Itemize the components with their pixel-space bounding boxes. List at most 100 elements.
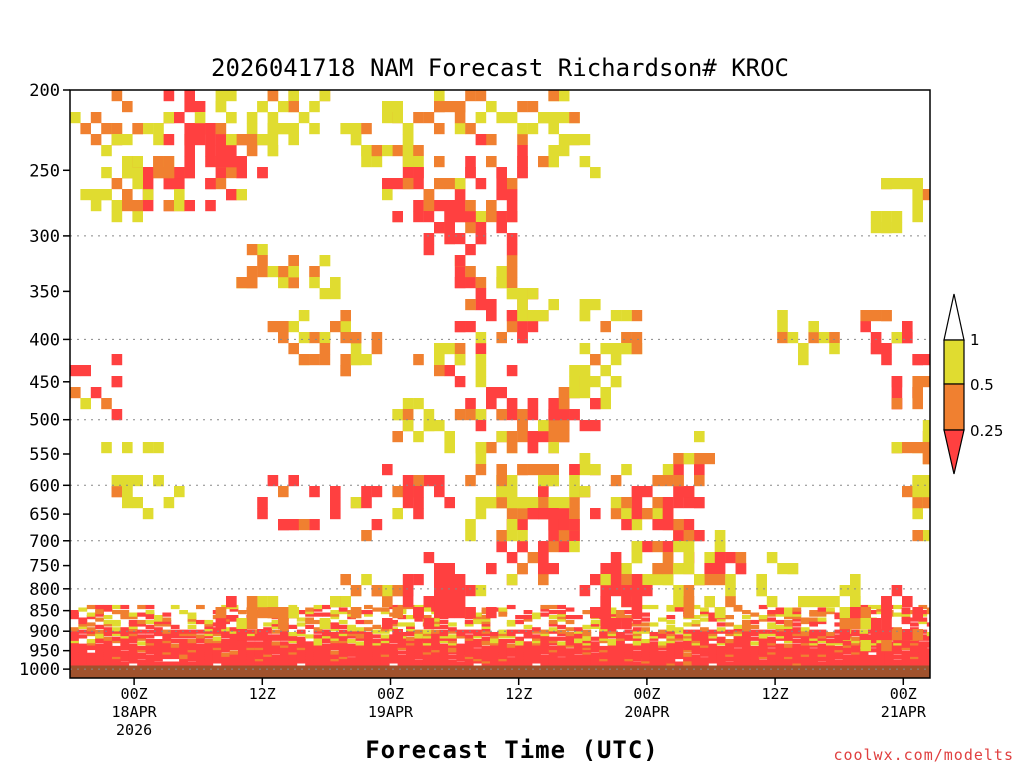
data-cell [798, 343, 809, 355]
data-cell [355, 634, 365, 639]
data-cell [716, 650, 726, 655]
data-cell [322, 650, 331, 655]
data-cell [122, 497, 133, 509]
data-cell [296, 652, 306, 657]
data-cell [347, 624, 356, 629]
data-cell [280, 650, 289, 655]
data-cell [506, 652, 516, 657]
data-cell [330, 659, 340, 664]
data-cell [153, 156, 164, 168]
data-cell [506, 365, 518, 377]
data-cell [800, 648, 810, 653]
data-cell [475, 442, 487, 454]
data-cell [881, 343, 892, 355]
data-cell [263, 645, 272, 651]
data-cell [380, 610, 390, 615]
data-cell [868, 661, 877, 666]
data-cell [700, 659, 709, 664]
data-cell [486, 398, 497, 410]
data-cell [490, 643, 499, 648]
data-cell [527, 508, 539, 520]
data-cell [708, 650, 718, 655]
data-cell [319, 343, 331, 355]
data-cell [851, 641, 860, 646]
data-cell [775, 654, 785, 660]
data-cell [641, 645, 650, 651]
data-cell [212, 652, 222, 657]
data-cell [475, 420, 487, 432]
x-tick-label: 12Z [762, 685, 789, 703]
data-cell [758, 641, 768, 646]
data-cell [918, 654, 928, 660]
data-cell [926, 634, 930, 639]
data-cell [515, 652, 524, 657]
data-cell [700, 650, 709, 655]
data-cell [372, 661, 382, 666]
data-cell [132, 156, 143, 168]
data-cell [475, 233, 487, 245]
data-cell [473, 648, 482, 653]
data-cell [714, 574, 726, 586]
data-cell [454, 112, 466, 124]
data-cell [70, 639, 79, 644]
data-cell [926, 610, 930, 615]
data-cell [496, 167, 507, 179]
data-cell [800, 654, 810, 660]
data-cell [361, 574, 372, 586]
data-cell [204, 645, 214, 651]
data-cell [733, 634, 743, 639]
data-cell [926, 652, 930, 657]
data-cell [313, 659, 323, 664]
data-cell [532, 627, 541, 632]
data-cell [313, 627, 323, 632]
data-cell [758, 659, 768, 664]
data-cell [498, 659, 508, 664]
data-cell [714, 563, 726, 575]
data-cell [154, 652, 163, 657]
data-cell [70, 657, 79, 662]
data-cell [246, 636, 256, 641]
data-cell [893, 661, 902, 666]
data-cell [922, 475, 930, 487]
data-cell [565, 661, 575, 666]
data-cell [532, 650, 541, 655]
data-cell [683, 519, 695, 531]
data-cell [454, 233, 466, 245]
data-cell [120, 631, 130, 637]
data-cell [834, 661, 844, 666]
data-cell [364, 654, 373, 660]
data-cell [582, 624, 592, 629]
data-cell [540, 654, 550, 660]
data-cell [389, 645, 398, 651]
data-cell [809, 622, 818, 627]
data-cell [632, 643, 642, 648]
data-cell [431, 619, 440, 625]
data-cell [826, 657, 835, 662]
data-cell [624, 645, 634, 651]
data-cell [431, 634, 440, 639]
data-cell [111, 123, 123, 135]
data-cell [382, 178, 393, 190]
data-cell [215, 90, 227, 102]
data-cell [851, 636, 860, 641]
data-cell [338, 610, 348, 615]
data-cell [212, 636, 222, 641]
data-cell [473, 634, 482, 639]
data-cell [86, 612, 96, 617]
data-cell [112, 627, 121, 632]
data-cell [912, 607, 923, 619]
data-cell [464, 645, 474, 651]
data-cell [809, 641, 818, 646]
data-cell [340, 310, 351, 322]
data-cell [389, 648, 398, 653]
data-cell [582, 648, 592, 653]
data-cell [775, 657, 785, 662]
data-cell [742, 652, 751, 657]
data-cell [641, 617, 650, 622]
data-cell [204, 650, 214, 655]
data-cell [103, 636, 113, 641]
data-cell [254, 650, 264, 655]
data-cell [742, 627, 751, 632]
data-cell [902, 629, 913, 641]
data-cell [431, 661, 440, 666]
